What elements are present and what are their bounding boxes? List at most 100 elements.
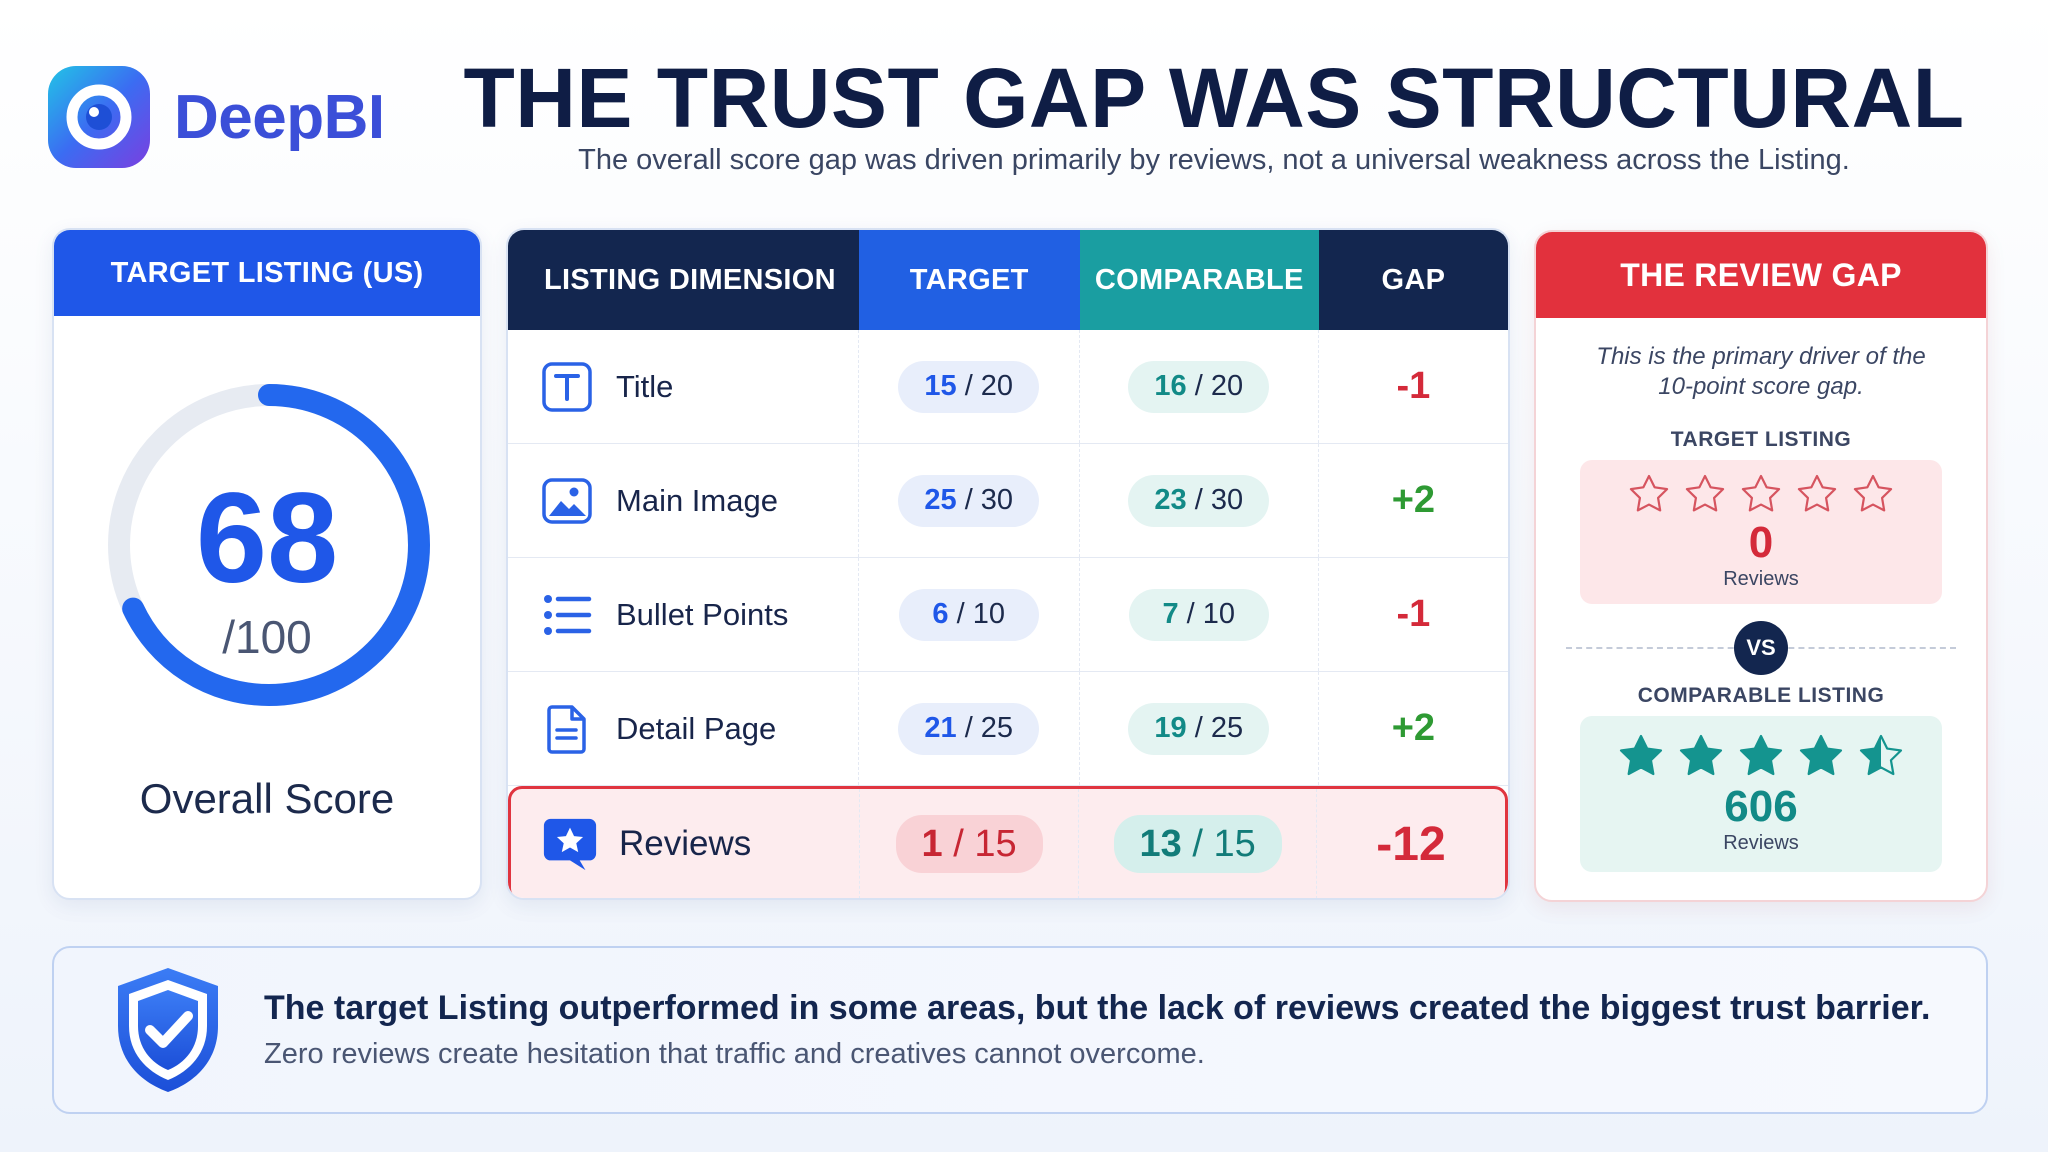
comparable-max: / 30 xyxy=(1194,484,1244,516)
score-max: /100 xyxy=(222,611,312,663)
star-icon xyxy=(1739,735,1783,776)
table-row-reviews: Reviews 1 / 15 13 / 15 -12 xyxy=(508,786,1508,898)
target-reviews-box: 0 Reviews xyxy=(1580,460,1942,604)
callout-text: The target Listing outperformed in some … xyxy=(264,989,1930,1071)
target-score: 1 xyxy=(921,822,943,865)
dimension-cell: Main Image xyxy=(508,444,859,557)
dimension-cell: Bullet Points xyxy=(508,558,859,671)
gap-value: -1 xyxy=(1396,365,1431,407)
target-review-count: 0 xyxy=(1748,518,1774,568)
page-subtitle: The overall score gap was driven primari… xyxy=(578,144,1850,176)
target-score: 25 xyxy=(924,484,957,516)
target-star-rating xyxy=(1628,473,1894,515)
comparable-score: 23 xyxy=(1154,484,1187,516)
star-icon xyxy=(1859,735,1903,776)
table-header: LISTING DIMENSION TARGET COMPARABLE GAP xyxy=(508,230,1508,330)
gap-value: +2 xyxy=(1391,479,1436,521)
comparable-score: 19 xyxy=(1154,712,1187,744)
dimension-label: Title xyxy=(616,368,674,404)
review-gap-note: This is the primary driver of the 10-poi… xyxy=(1596,343,1926,400)
brand-logo: DeepBI xyxy=(44,62,385,172)
target-max: / 15 xyxy=(953,822,1017,865)
comparable-listing-label: COMPARABLE LISTING xyxy=(1637,684,1885,707)
gap-value: -1 xyxy=(1396,593,1431,635)
header-dimension: LISTING DIMENSION xyxy=(508,230,859,330)
star-icon xyxy=(1685,475,1725,512)
target-score: 21 xyxy=(924,712,957,744)
target-score: 15 xyxy=(924,370,957,402)
dimension-label: Reviews xyxy=(619,824,752,863)
comparable-score-pill: 19 / 25 xyxy=(1128,702,1270,755)
target-score-pill: 21 / 25 xyxy=(898,702,1040,755)
header-gap: GAP xyxy=(1318,230,1508,330)
comparable-reviews-box: 606 Reviews xyxy=(1580,716,1942,872)
review-gap-card: THE REVIEW GAP This is the primary drive… xyxy=(1534,230,1988,902)
overall-score-card: TARGET LISTING (US) 68 /100 Overall Scor… xyxy=(52,228,482,900)
target-cell: 21 / 25 xyxy=(859,672,1080,785)
comparable-score-pill: 7 / 10 xyxy=(1128,588,1269,641)
target-score-pill: 1 / 15 xyxy=(895,815,1043,873)
dimension-label: Bullet Points xyxy=(616,596,789,632)
comparable-max: / 25 xyxy=(1194,712,1244,744)
brand-name: DeepBI xyxy=(174,82,385,152)
review-gap-heading: THE REVIEW GAP xyxy=(1536,232,1986,318)
comparable-score: 16 xyxy=(1154,370,1187,402)
target-cell: 6 / 10 xyxy=(859,558,1080,671)
target-review-caption: Reviews xyxy=(1723,567,1799,590)
comparable-star-rating xyxy=(1618,733,1904,779)
table-body: Title 15 / 20 16 / 20 -1 Main Image 25 / 30 23… xyxy=(508,330,1508,898)
score-card-heading: TARGET LISTING (US) xyxy=(54,230,480,316)
dimension-cell: Detail Page xyxy=(508,672,859,785)
star-icon xyxy=(1799,735,1843,776)
page-title: THE TRUST GAP WAS STRUCTURAL xyxy=(463,51,1965,145)
title-text-icon xyxy=(538,358,596,416)
callout-sub-text: Zero reviews create hesitation that traf… xyxy=(264,1038,1205,1070)
document-icon xyxy=(538,700,596,758)
comparable-cell: 16 / 20 xyxy=(1080,330,1319,443)
deepbi-logo-icon xyxy=(48,66,150,168)
vs-divider: VS xyxy=(1536,618,1986,678)
gauge-progress-arc xyxy=(108,384,430,706)
table-row-main-image: Main Image 25 / 30 23 / 30 +2 xyxy=(508,444,1508,558)
comparable-cell: 7 / 10 xyxy=(1080,558,1319,671)
comparable-score: 7 xyxy=(1162,598,1179,630)
target-score: 6 xyxy=(932,598,949,630)
dimension-label: Detail Page xyxy=(616,710,777,746)
star-icon xyxy=(1679,735,1723,776)
target-max: / 25 xyxy=(964,712,1014,744)
shield-check-icon xyxy=(118,968,218,1092)
star-icon xyxy=(1629,475,1669,512)
dimension-cell: Title xyxy=(508,330,859,443)
target-score-pill: 25 / 30 xyxy=(898,474,1040,527)
target-score-pill: 15 / 20 xyxy=(898,360,1040,413)
comparable-score-pill: 23 / 30 xyxy=(1128,474,1270,527)
target-max: / 20 xyxy=(964,370,1014,402)
dimension-cell: Reviews xyxy=(511,789,860,898)
score-value: 68 xyxy=(195,467,339,610)
insight-callout: The target Listing outperformed in some … xyxy=(52,946,1988,1114)
star-icon xyxy=(1797,475,1837,512)
comparable-max: / 15 xyxy=(1192,822,1256,865)
comparable-review-count: 606 xyxy=(1724,782,1798,832)
header-target: TARGET xyxy=(858,230,1080,330)
score-gauge xyxy=(108,384,430,706)
comparable-cell: 13 / 15 xyxy=(1079,789,1317,898)
target-max: / 10 xyxy=(956,598,1005,630)
table-row-title: Title 15 / 20 16 / 20 -1 xyxy=(508,330,1508,444)
target-cell: 15 / 20 xyxy=(859,330,1080,443)
comparable-cell: 19 / 25 xyxy=(1080,672,1319,785)
callout-main-text: The target Listing outperformed in some … xyxy=(264,989,1931,1027)
header-comparable: COMPARABLE xyxy=(1079,230,1319,330)
comparable-score-pill: 13 / 15 xyxy=(1113,815,1282,873)
bullet-list-icon xyxy=(538,586,596,644)
gap-value: +2 xyxy=(1391,707,1436,749)
target-listing-label: TARGET LISTING xyxy=(1670,428,1852,451)
target-max: / 30 xyxy=(964,484,1014,516)
comparable-max: / 20 xyxy=(1194,370,1244,402)
dimension-label: Main Image xyxy=(616,482,778,518)
star-icon xyxy=(1853,475,1893,512)
comparable-review-caption: Reviews xyxy=(1723,831,1799,854)
table-row-bullet-points: Bullet Points 6 / 10 7 / 10 -1 xyxy=(508,558,1508,672)
comparable-cell: 23 / 30 xyxy=(1080,444,1319,557)
